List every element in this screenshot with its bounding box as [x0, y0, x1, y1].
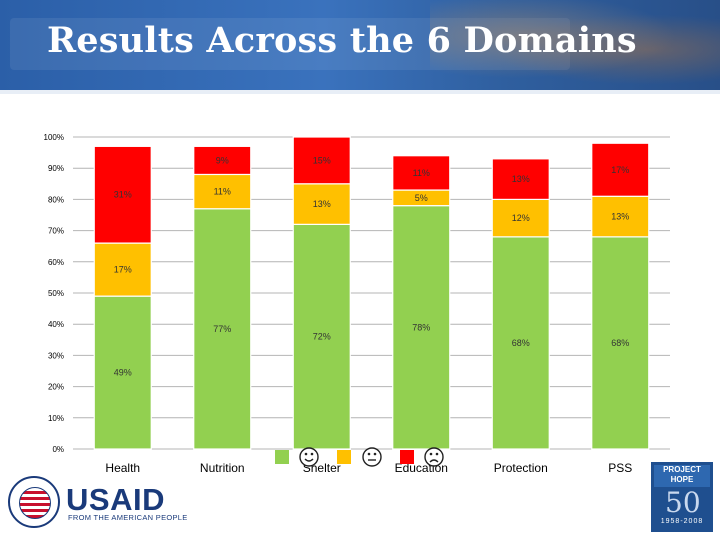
bar-segment-poor: [93, 145, 152, 244]
data-label: 13%: [313, 199, 331, 209]
data-label: 12%: [512, 213, 530, 223]
bar-segment-poor: [193, 145, 252, 176]
data-label: 77%: [213, 324, 231, 334]
bar-segment-good: [193, 208, 252, 450]
y-tick-label: 90%: [48, 164, 64, 173]
data-label: 78%: [412, 322, 430, 332]
data-label: 11%: [413, 168, 430, 178]
y-tick-label: 20%: [48, 383, 64, 392]
y-tick-label: 0%: [52, 445, 64, 454]
happy-face-icon-eye: [304, 452, 308, 456]
usaid-seal-logo: [8, 476, 60, 528]
happy-face-icon-mouth: [304, 458, 314, 462]
y-tick-label: 80%: [48, 195, 64, 204]
y-tick-label: 100%: [44, 133, 64, 142]
project-hope-logo-top: PROJECT HOPE: [654, 465, 710, 487]
sad-face-icon: [424, 447, 444, 467]
bar-segment-fair: [591, 195, 650, 238]
x-tick-label: Protection: [494, 461, 548, 475]
data-label: 15%: [313, 155, 331, 165]
sad-face-icon-eye: [429, 452, 433, 456]
data-label: 68%: [611, 338, 629, 348]
y-tick-label: 10%: [48, 414, 64, 423]
data-label: 5%: [415, 193, 428, 203]
data-label: 49%: [114, 368, 132, 378]
legend-swatch: [337, 450, 351, 464]
legend-swatch: [400, 450, 414, 464]
bar-segment-poor: [392, 155, 451, 191]
x-tick-label: Nutrition: [200, 461, 245, 475]
y-tick-label: 30%: [48, 351, 64, 360]
bar-segment-fair: [93, 242, 152, 297]
bar-segment-good: [491, 236, 550, 450]
usaid-logo-text: USAID: [66, 482, 165, 517]
data-label: 11%: [214, 187, 231, 197]
neutral-face-icon-eye: [373, 452, 377, 456]
data-label: 72%: [313, 332, 331, 342]
page-title: Results Across the 6 Domains: [47, 20, 637, 61]
header-banner: Results Across the 6 Domains: [0, 0, 720, 90]
sad-face-icon-eye: [435, 452, 439, 456]
y-tick-label: 50%: [48, 289, 64, 298]
neutral-face-icon-eye: [367, 452, 371, 456]
bar-segment-good: [292, 223, 351, 450]
project-hope-logo: PROJECT HOPE 50 1958-2008: [651, 462, 713, 532]
usaid-tagline: FROM THE AMERICAN PEOPLE: [68, 513, 188, 522]
legend-swatch: [275, 450, 289, 464]
y-tick-label: 40%: [48, 320, 64, 329]
banner-photo: [430, 0, 720, 90]
data-label: 9%: [216, 155, 229, 165]
banner-divider: [0, 90, 720, 94]
data-label: 17%: [611, 165, 629, 175]
project-hope-logo-number: 50: [665, 486, 701, 519]
x-tick-label: Health: [105, 461, 140, 475]
y-tick-label: 60%: [48, 258, 64, 267]
data-label: 31%: [114, 190, 132, 200]
bar-segment-poor: [491, 158, 550, 200]
data-label: 13%: [611, 212, 629, 222]
bar-segment-good: [93, 295, 152, 450]
neutral-face-icon: [362, 447, 382, 467]
bar-segment-good: [591, 236, 650, 450]
bar-segment-fair: [491, 198, 550, 238]
sad-face-icon-mouth: [429, 459, 439, 463]
y-tick-label: 70%: [48, 227, 64, 236]
data-label: 68%: [512, 338, 530, 348]
happy-face-icon: [299, 447, 319, 467]
bar-segment-poor: [292, 136, 351, 185]
happy-face-icon-eye: [310, 452, 314, 456]
data-label: 17%: [114, 265, 132, 275]
data-label: 13%: [512, 174, 530, 184]
x-tick-label: PSS: [608, 461, 632, 475]
bar-segment-poor: [591, 142, 650, 197]
bar-segment-good: [392, 205, 451, 450]
project-hope-logo-years: 1958-2008: [660, 518, 704, 525]
